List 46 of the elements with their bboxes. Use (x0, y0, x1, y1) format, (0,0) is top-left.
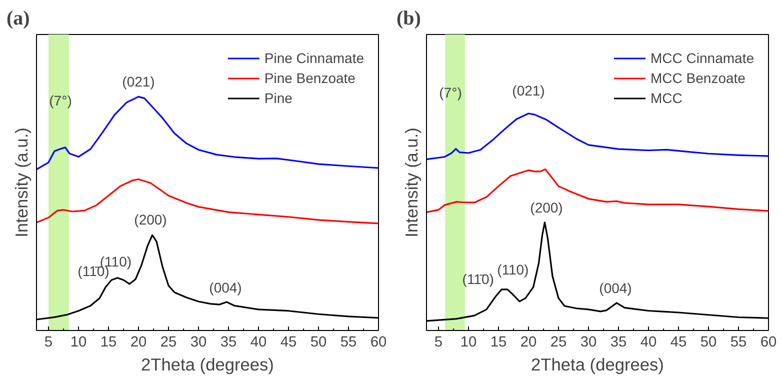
x-tick-label: 60 (760, 334, 777, 350)
x-tick-label: 20 (130, 334, 147, 350)
annotation: (200) (134, 212, 167, 228)
x-tick-label: 50 (700, 334, 717, 350)
annotation: (110) (497, 261, 529, 278)
text: (021) (512, 82, 545, 98)
annotation: (004) (599, 280, 632, 296)
x-tick-label: 60 (370, 334, 387, 350)
x-tick-label: 40 (640, 334, 657, 350)
y-axis-title: Intensity (a.u.) (402, 128, 422, 238)
x-tick-label: 30 (190, 334, 207, 350)
x-tick-label: 55 (730, 334, 747, 350)
x-tick-label: 45 (670, 334, 687, 350)
x-tick-label: 45 (280, 334, 297, 350)
x-tick-label: 35 (610, 334, 627, 350)
x-tick-label: 25 (160, 334, 177, 350)
x-tick-label: 25 (550, 334, 567, 350)
x-tick-label: 30 (580, 334, 597, 350)
annotation: (11̄0) (462, 271, 494, 288)
legend-label: MCC Benzoate (650, 70, 746, 86)
x-tick-label: 50 (310, 334, 327, 350)
x-tick-label: 55 (340, 334, 357, 350)
legend-label: MCC (650, 90, 682, 106)
x-tick-label: 5 (434, 334, 443, 350)
legend-label: Pine Cinnamate (264, 50, 364, 66)
y-axis-title: Intensity (a.u.) (12, 128, 32, 238)
x-tick-label: 5 (44, 334, 53, 350)
legend-label: Pine (264, 90, 292, 106)
text: (021) (122, 74, 155, 90)
x-tick-label: 20 (520, 334, 537, 350)
x-axis-title: 2Theta (degrees) (531, 354, 664, 374)
x-tick-label: 35 (220, 334, 237, 350)
legend-label: Pine Benzoate (264, 70, 356, 86)
annotation: (004) (209, 279, 242, 296)
x-tick-label: 10 (460, 334, 477, 350)
legend-label: MCC Cinnamate (650, 50, 754, 66)
text: (7°) (439, 84, 462, 100)
x-tick-label: 15 (100, 334, 117, 350)
annotation: (200) (530, 199, 563, 216)
chart-title: (b) (396, 8, 421, 30)
x-tick-label: 15 (490, 334, 507, 350)
x-tick-label: 10 (70, 334, 87, 350)
annotation: (7°) (49, 92, 72, 108)
x-axis-title: 2Theta (degrees) (141, 354, 274, 374)
x-tick-label: 40 (250, 334, 267, 350)
chart-title: (a) (6, 8, 30, 30)
